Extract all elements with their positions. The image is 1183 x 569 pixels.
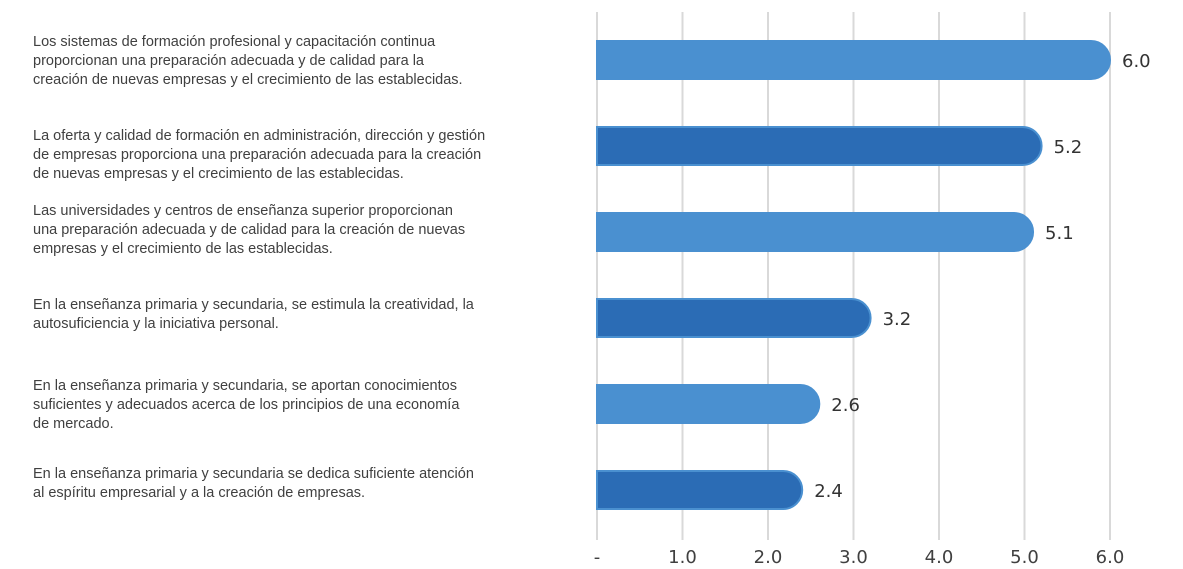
category-label: La oferta y calidad de formación en admi… <box>33 128 486 182</box>
data-label: 2.6 <box>831 395 860 416</box>
bar <box>596 298 872 338</box>
category-label: Las universidades y centros de enseñanza… <box>33 203 466 257</box>
data-label: 6.0 <box>1122 51 1151 72</box>
category-label: En la enseñanza primaria y secundaria se… <box>33 466 474 501</box>
bars <box>596 40 1111 510</box>
x-axis-ticks: - 1.0 2.0 3.0 4.0 5.0 6.0 <box>594 547 1125 568</box>
x-tick-label: 4.0 <box>925 547 954 568</box>
x-tick-label: 1.0 <box>668 547 697 568</box>
bar <box>596 126 1043 166</box>
category-label: En la enseñanza primaria y secundaria, s… <box>33 378 460 432</box>
bar <box>596 40 1111 80</box>
data-label: 5.2 <box>1054 137 1083 158</box>
gridlines <box>596 12 1111 540</box>
bar <box>596 212 1034 252</box>
bar <box>596 384 821 424</box>
x-tick-label: 6.0 <box>1096 547 1125 568</box>
x-tick-label: - <box>594 547 601 568</box>
x-tick-label: 5.0 <box>1010 547 1039 568</box>
value-labels: 6.0 5.2 5.1 3.2 2.6 2.4 <box>814 51 1150 502</box>
bar <box>596 470 804 510</box>
data-label: 2.4 <box>814 481 843 502</box>
data-label: 3.2 <box>883 309 912 330</box>
category-label: Los sistemas de formación profesional y … <box>33 34 463 88</box>
category-label: En la enseñanza primaria y secundaria, s… <box>33 297 474 332</box>
data-label: 5.1 <box>1045 223 1074 244</box>
x-tick-label: 2.0 <box>754 547 783 568</box>
x-tick-label: 3.0 <box>839 547 868 568</box>
